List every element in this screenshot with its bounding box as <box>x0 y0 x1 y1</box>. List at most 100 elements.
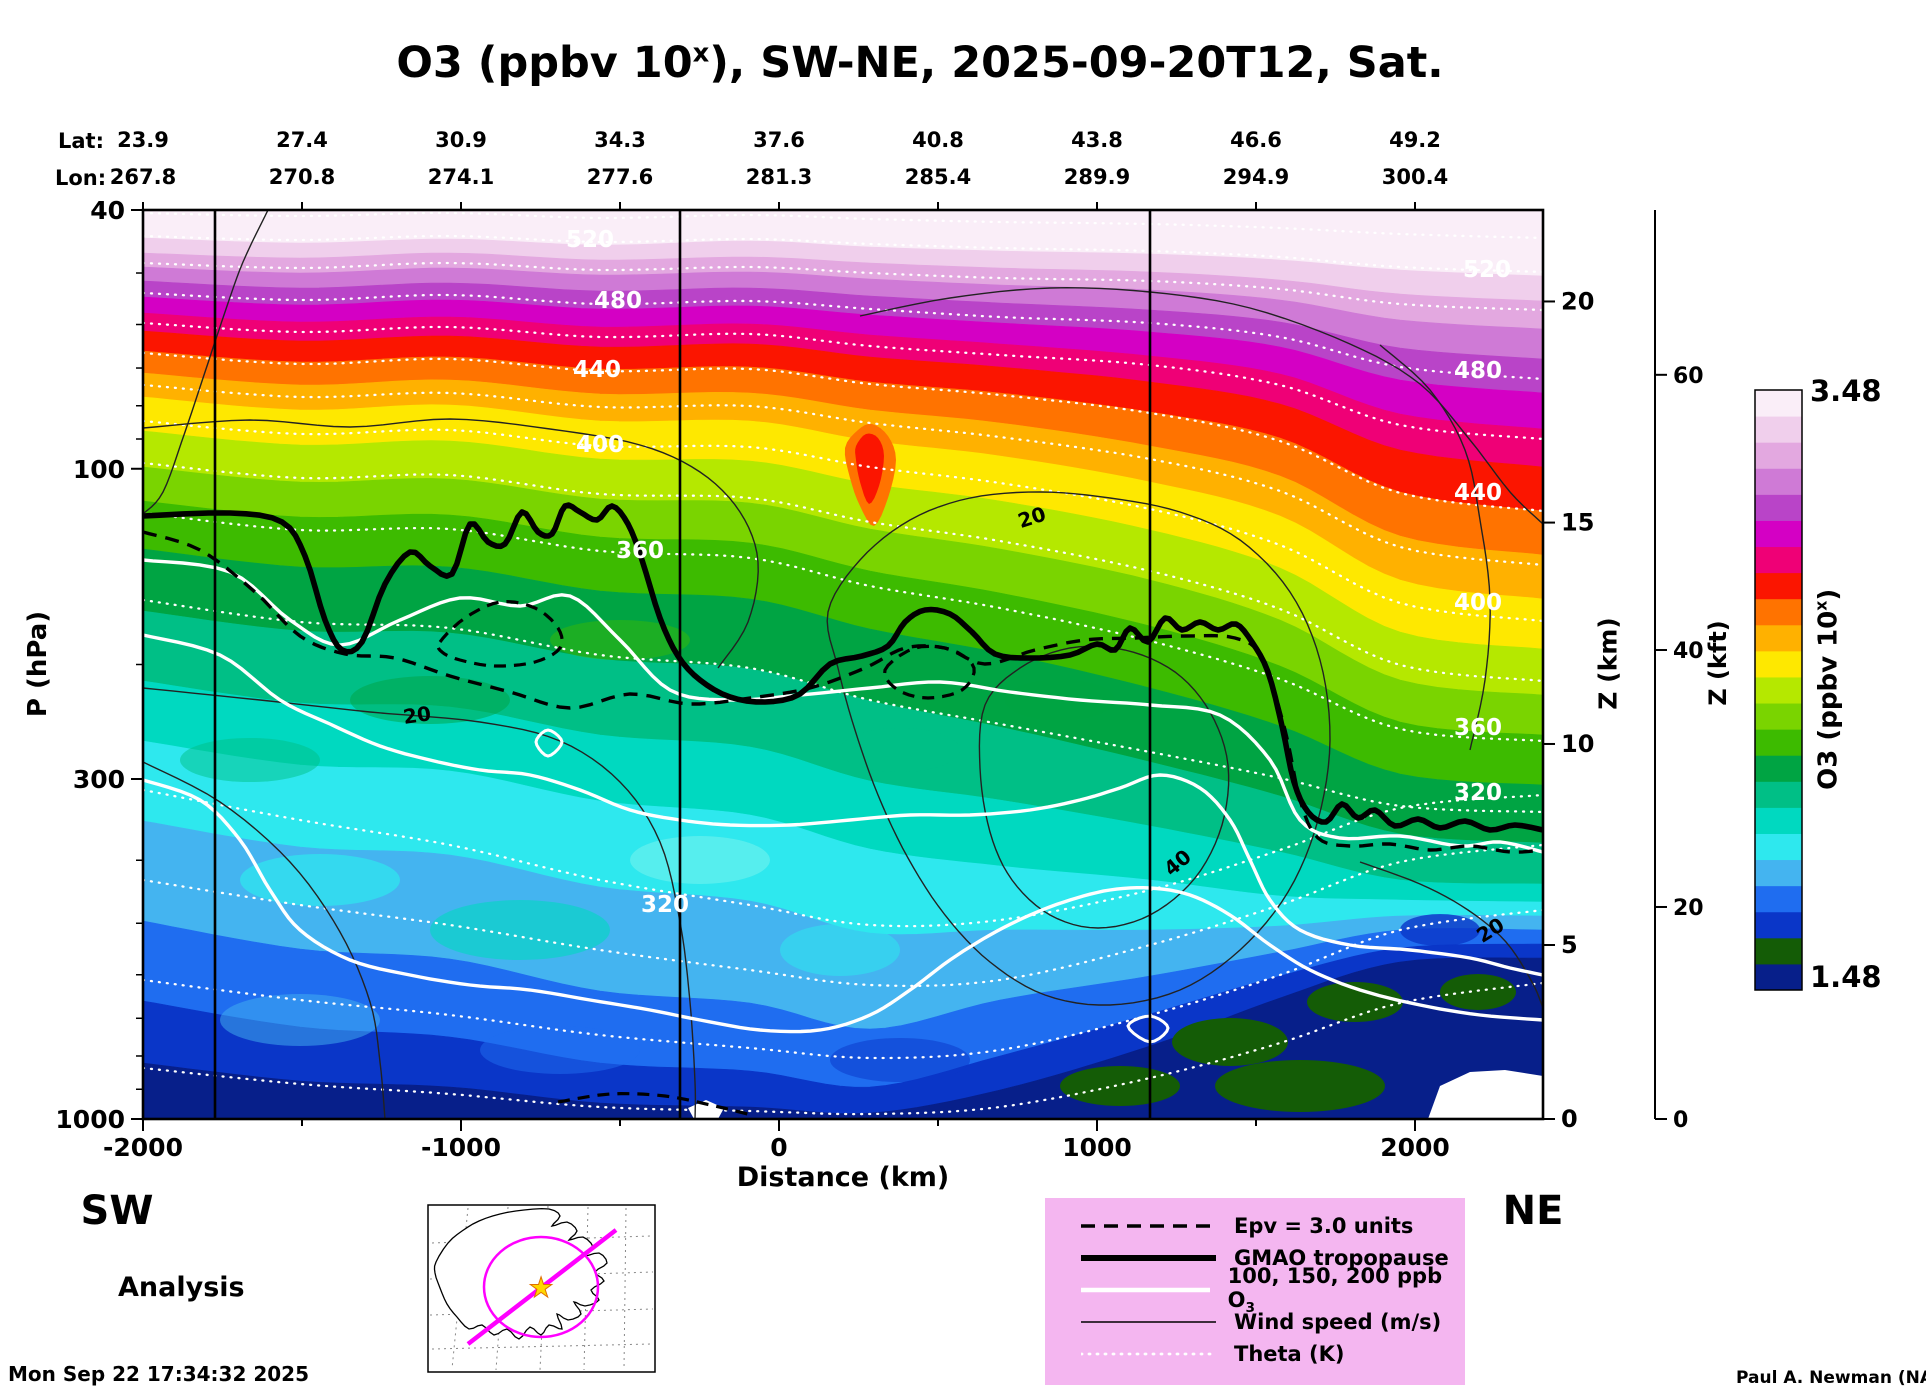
x-tick-label: 0 <box>770 1133 787 1162</box>
analysis-label: Analysis <box>118 1272 245 1303</box>
theta-contour <box>143 598 1543 814</box>
lat-tick-label: 46.6 <box>1230 128 1282 152</box>
theta-contour <box>143 981 1543 1116</box>
theta-label: 520 <box>566 227 614 253</box>
colorbar-segment <box>1755 650 1802 678</box>
ozone-contour-loop <box>534 728 564 758</box>
theta-label: 440 <box>573 357 621 383</box>
lon-tick-label: 267.8 <box>110 165 176 189</box>
theta-label: 360 <box>1454 715 1502 741</box>
theta-contour <box>143 461 1543 683</box>
theta-label: 360 <box>616 538 664 564</box>
legend-item-label: Epv = 3.0 units <box>1234 1214 1414 1238</box>
missing-data-region <box>688 1100 724 1119</box>
legend-line-sample <box>1081 1287 1210 1293</box>
x-tick-label: -1000 <box>421 1133 501 1162</box>
colorbar-segment <box>1755 416 1802 443</box>
legend-item: Theta (K) <box>1045 1338 1465 1370</box>
theta-label: 480 <box>594 288 642 314</box>
colorbar-segment <box>1755 781 1802 808</box>
field-patch <box>1307 982 1403 1022</box>
x-tick-label: 1000 <box>1062 1133 1132 1162</box>
ozone-contour <box>143 633 1543 977</box>
colorbar-segment <box>1755 624 1802 652</box>
legend-item-label: Theta (K) <box>1234 1342 1345 1366</box>
colorbar-segment <box>1755 963 1802 991</box>
altitude-km-axis-label: Z (km) <box>1593 617 1623 710</box>
lat-axis-prefix: Lat: <box>58 129 104 153</box>
distance-axis-label: Distance (km) <box>736 1162 950 1193</box>
colorbar-segment <box>1755 885 1802 913</box>
theta-label: 480 <box>1454 358 1502 384</box>
colorbar-segment <box>1755 468 1802 495</box>
colorbar-max-label: 3.48 <box>1810 374 1882 408</box>
legend-item: GMAO tropopause <box>1045 1242 1465 1274</box>
colorbar-segment <box>1755 494 1802 521</box>
colorbar-segment <box>1755 859 1802 887</box>
colorbar-border <box>1754 389 1803 991</box>
pressure-tick-label: 100 <box>73 455 125 484</box>
zkft-tick-label: 0 <box>1673 1108 1688 1133</box>
theta-label: 520 <box>1463 257 1511 283</box>
lat-tick-label: 40.8 <box>912 128 964 152</box>
zkm-tick-label: 15 <box>1561 509 1594 537</box>
ozone-contour-loop <box>1126 1014 1170 1044</box>
zkm-tick-label: 5 <box>1561 931 1578 959</box>
colorbar-segment <box>1755 442 1802 469</box>
colorbar-segment <box>1755 676 1802 704</box>
colorbar-segment <box>1755 807 1802 834</box>
title-text: O3 (ppbv 10 <box>396 38 693 88</box>
colorbar-segment <box>1755 937 1802 965</box>
field-patch <box>830 1038 970 1082</box>
theta-contour <box>143 383 1543 567</box>
title-superscript: x <box>692 38 710 69</box>
colorbar-segment <box>1755 703 1802 730</box>
epv-contour-loop <box>882 644 976 700</box>
colorbar-segment <box>1755 572 1802 600</box>
theta-contour <box>143 351 1543 513</box>
map-center-star: ★ <box>528 1271 553 1304</box>
zkm-tick-label: 20 <box>1561 287 1594 315</box>
epv-contour-loop <box>436 599 564 668</box>
legend-item-label: GMAO tropopause <box>1234 1246 1449 1270</box>
field-patch <box>630 836 770 884</box>
colorbar-segment <box>1755 390 1802 417</box>
altitude-kft-axis-label: Z (kft) <box>1704 620 1732 706</box>
epv-contour-segment <box>557 1091 756 1118</box>
lat-tick-label: 43.8 <box>1071 128 1123 152</box>
lon-tick-label: 285.4 <box>905 165 971 189</box>
map-range-circle <box>482 1235 600 1339</box>
wind-speed-label: 20 <box>402 701 433 729</box>
lon-tick-label: 281.3 <box>746 165 812 189</box>
colorbar-title-superscript: x <box>1812 600 1831 611</box>
legend-item-label: Wind speed (m/s) <box>1234 1310 1442 1334</box>
field-patch <box>1172 1018 1288 1066</box>
theta-contour <box>143 321 1543 441</box>
field-patch <box>1215 1060 1385 1112</box>
lon-tick-label: 300.4 <box>1382 165 1448 189</box>
ne-endpoint-label: NE <box>1502 1188 1564 1234</box>
legend: Epv = 3.0 units GMAO tropopause 100, 150, … <box>1045 1198 1465 1385</box>
colorbar-min-label: 1.48 <box>1810 960 1882 994</box>
author-credit: Paul A. Newman (NASA <box>1736 1368 1926 1388</box>
pressure-axis-label: P (hPa) <box>23 610 53 718</box>
lon-tick-label: 289.9 <box>1064 165 1130 189</box>
field-patch <box>220 994 380 1046</box>
zkm-tick-label: 10 <box>1561 730 1594 758</box>
colorbar-segment <box>1755 755 1802 782</box>
lon-tick-label: 294.9 <box>1223 165 1289 189</box>
tropopause-line <box>143 502 1543 833</box>
field-patch <box>1060 1066 1180 1106</box>
wind-contour <box>1359 861 1543 1009</box>
legend-item: Epv = 3.0 units <box>1045 1210 1465 1242</box>
lat-tick-label: 37.6 <box>753 128 805 152</box>
map-graticule-line <box>431 1343 652 1350</box>
x-tick-label: -2000 <box>103 1133 183 1162</box>
colorbar-segment <box>1755 911 1802 939</box>
pressure-tick-label: 300 <box>73 765 125 794</box>
lat-tick-label: 27.4 <box>276 128 328 152</box>
lat-tick-label: 30.9 <box>435 128 487 152</box>
legend-item: 100, 150, 200 ppb O3 <box>1045 1264 1465 1316</box>
zkft-tick-label: 20 <box>1673 896 1704 921</box>
